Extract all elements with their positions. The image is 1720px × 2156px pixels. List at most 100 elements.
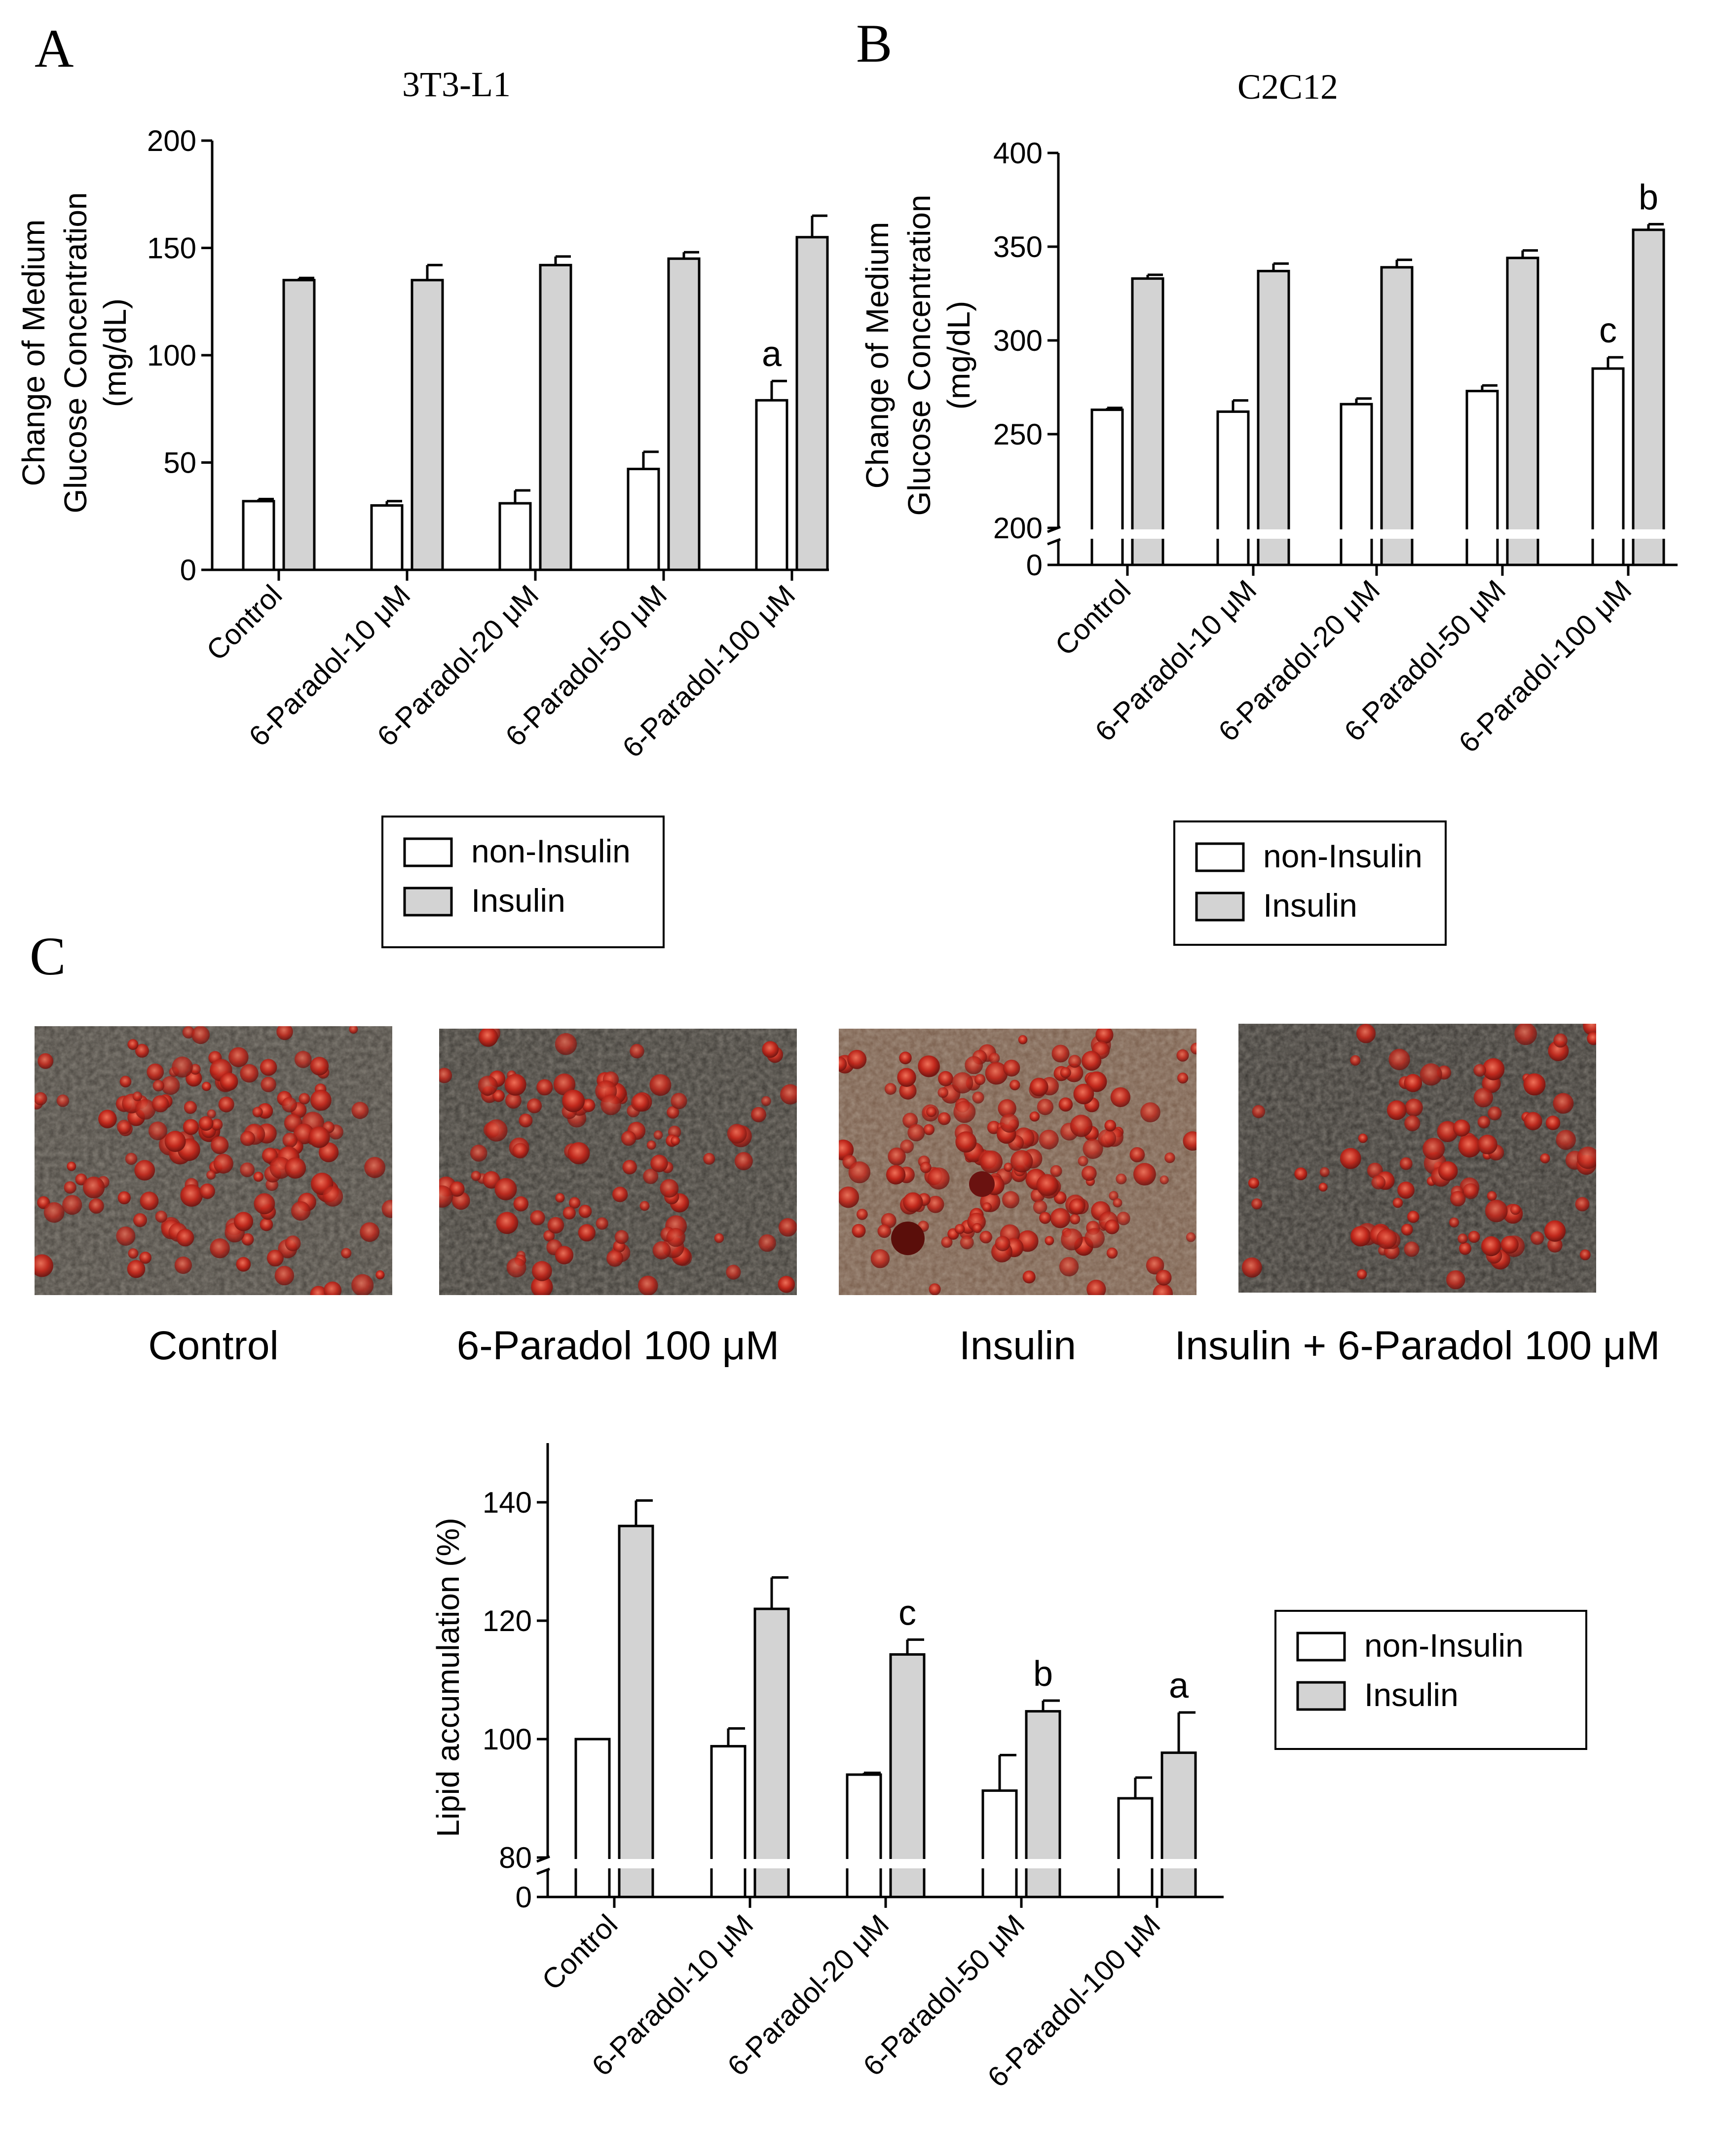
stained-cell (1576, 1147, 1596, 1169)
stained-cell (140, 1191, 159, 1211)
bar-break-gap (845, 1859, 883, 1868)
stained-cell (907, 1124, 925, 1142)
stained-cell (381, 1199, 392, 1218)
stained-cell (1083, 1138, 1103, 1159)
stained-cell (439, 1068, 452, 1083)
stained-cell (979, 1230, 992, 1244)
stained-cell (1104, 1119, 1117, 1132)
stained-cell (547, 1217, 564, 1234)
stained-cell (1039, 1212, 1051, 1224)
stained-cell (1095, 1029, 1114, 1044)
bar-break-gap (1591, 529, 1625, 539)
stained-cell (1545, 1115, 1561, 1130)
stained-cell (965, 1056, 983, 1075)
stained-cell (211, 1118, 223, 1131)
stained-cell (1248, 1177, 1260, 1189)
stained-cell (530, 1210, 545, 1226)
stained-cell (1018, 1035, 1028, 1044)
chart-title: C2C12 (1237, 67, 1338, 107)
x-tick-label: Control (536, 1908, 624, 1996)
stained-cell (1468, 1230, 1480, 1243)
bar (981, 1789, 1018, 1898)
micrograph-caption: Insulin + 6-Paradol 100 μM (1175, 1323, 1660, 1368)
stained-cell (1061, 1228, 1083, 1251)
bar-break-gap (1339, 529, 1374, 539)
stained-cell (998, 1099, 1016, 1118)
stained-cell (562, 1206, 576, 1220)
stained-cell (1133, 1163, 1156, 1186)
legend-label: non-Insulin (1263, 838, 1422, 874)
y-tick-label: 0 (516, 1881, 532, 1914)
stained-cell (927, 1167, 950, 1190)
stained-cell (1045, 1236, 1054, 1246)
stained-cell (621, 1131, 636, 1146)
stained-cell (955, 1131, 977, 1153)
stained-cell (1177, 1073, 1189, 1084)
stained-cell (652, 1241, 671, 1260)
stained-cell (1350, 1226, 1371, 1247)
stained-cell (135, 1043, 149, 1058)
bar-break-gap (710, 1859, 747, 1868)
stained-cell (1579, 1249, 1591, 1261)
stained-cell (1064, 1063, 1084, 1082)
bar-break-gap (1024, 1859, 1062, 1868)
stained-cell (213, 1153, 233, 1174)
stained-cell (125, 1152, 138, 1165)
bar (574, 1738, 611, 1898)
micrograph-row: Control 6-Paradol 100 μM Insulin Insulin + … (35, 1024, 1660, 1368)
x-tick-label: Control (200, 579, 288, 667)
stained-cell (937, 1087, 948, 1098)
stained-cell (1318, 1183, 1328, 1192)
stained-cell (241, 1233, 254, 1246)
bar-break-gap (574, 1859, 611, 1868)
stained-cell (631, 1093, 649, 1112)
stained-cell (62, 1195, 82, 1215)
y-tick-label: 100 (147, 339, 196, 372)
bar (1257, 269, 1290, 566)
stained-cell (952, 1072, 973, 1094)
significance-letter: c (898, 1593, 916, 1633)
stained-cell (988, 1052, 1000, 1064)
micrograph (1238, 1024, 1596, 1293)
bar-break-gap (1631, 529, 1666, 539)
stained-cell (88, 1198, 104, 1214)
stained-cell (972, 1223, 982, 1233)
stained-cell (228, 1047, 249, 1068)
stained-cell (1575, 1197, 1590, 1212)
bar (282, 279, 316, 571)
stained-cell (1146, 1256, 1164, 1275)
stained-cell (127, 1260, 146, 1278)
stained-cell (98, 1110, 117, 1128)
stained-cell (1081, 1165, 1097, 1181)
stained-cell (650, 1154, 668, 1172)
stained-cell (174, 1256, 192, 1274)
stained-cell (135, 1099, 156, 1120)
y-tick-label: 250 (993, 418, 1043, 451)
legend-box (1173, 820, 1447, 946)
stained-cell (1098, 1129, 1117, 1148)
stained-cell (1547, 1237, 1563, 1253)
stained-cell (1022, 1270, 1036, 1284)
stained-cell (1488, 1106, 1502, 1120)
bar-break-gap (1380, 529, 1414, 539)
significance-letter: b (1639, 178, 1658, 217)
stained-cell (56, 1094, 70, 1107)
bar (1131, 277, 1164, 566)
stained-cell (751, 1107, 766, 1122)
y-axis-label: Change of Medium (860, 222, 895, 489)
legend-swatch (403, 837, 453, 867)
axis-break-mark (536, 1867, 550, 1875)
stained-cell (600, 1094, 621, 1115)
stained-cell (1241, 1257, 1262, 1278)
stained-cell (666, 1227, 685, 1247)
panel-letter-c: C (30, 926, 66, 986)
y-axis-label: Glucose Concentration (901, 194, 937, 516)
stained-cell (1540, 1153, 1550, 1163)
stained-cell (35, 1254, 53, 1277)
stained-cell (471, 1171, 481, 1181)
stained-cell (1004, 1162, 1013, 1172)
micrograph (35, 1026, 392, 1295)
stained-cell (127, 1039, 139, 1050)
stained-cell (941, 1236, 953, 1248)
stained-cell (1544, 1220, 1566, 1242)
